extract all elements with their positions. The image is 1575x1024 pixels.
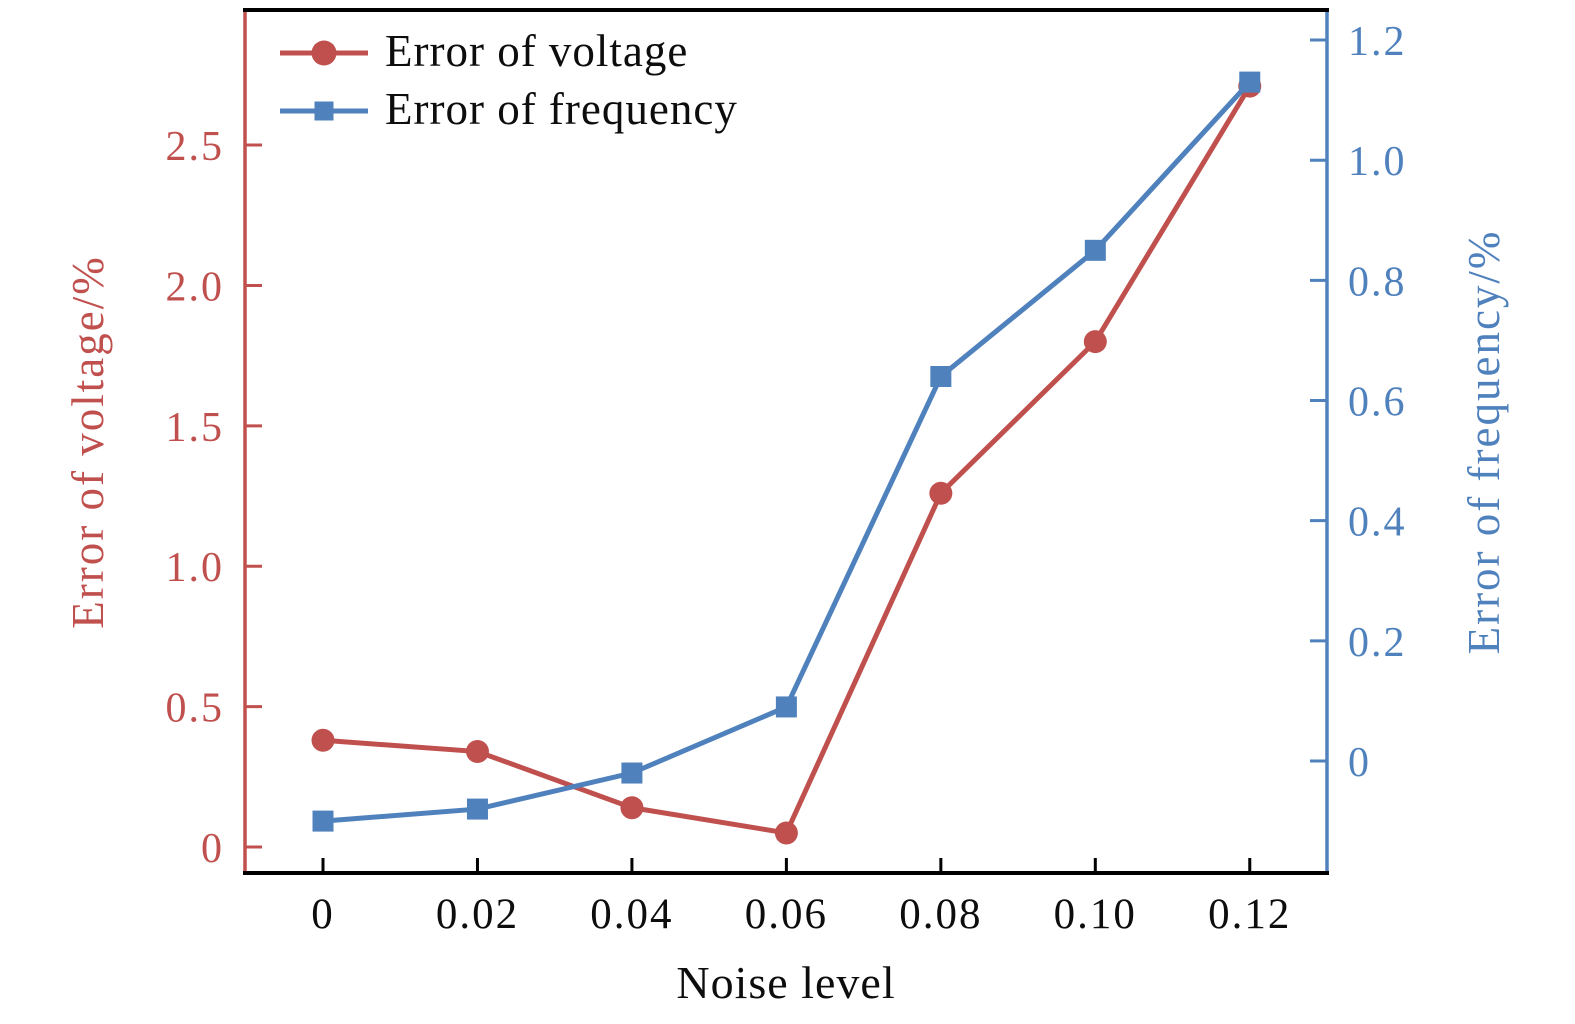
frequency-legend-square-icon [314, 101, 334, 121]
right-axis-tick-label: 0.6 [1348, 380, 1407, 426]
frequency-data-marker [930, 365, 952, 387]
left-axis-title: Error of voltage/% [63, 255, 113, 629]
right-axis-tick-label: 0.8 [1348, 259, 1407, 305]
legend: Error of voltage Error of frequency [278, 24, 738, 140]
right-axis-tick-label: 1.2 [1348, 19, 1407, 65]
x-axis-tick-label: 0.02 [436, 891, 519, 938]
frequency-data-marker [1084, 239, 1106, 261]
left-axis-tick-label: 1.5 [166, 405, 225, 451]
x-axis-tick-label: 0.10 [1054, 891, 1137, 938]
right-axis-title: Error of frequency/% [1459, 229, 1509, 655]
legend-label-voltage: Error of voltage [385, 25, 689, 76]
voltage-legend-circle-icon [311, 40, 337, 66]
x-axis-title: Noise level [676, 957, 896, 1008]
x-axis-tick-label: 0.12 [1208, 891, 1291, 938]
x-axis-tick-label: 0.04 [590, 891, 673, 938]
left-axis-tick-label: 2.5 [166, 124, 225, 170]
left-axis-tick-label: 1.0 [166, 545, 225, 591]
frequency-data-marker [312, 810, 334, 832]
right-axis-tick-label: 0.4 [1348, 500, 1407, 546]
x-axis-tick-label: 0 [311, 891, 335, 938]
voltage-data-marker [929, 481, 953, 505]
left-axis-tick-label: 0 [201, 826, 224, 872]
x-axis-tick-label: 0.08 [899, 891, 982, 938]
x-axis-tick-label: 0.06 [745, 891, 828, 938]
frequency-legend-marker-icon [280, 101, 368, 121]
right-axis-tick-label: 0.2 [1348, 620, 1407, 666]
voltage-data-marker [311, 728, 335, 752]
left-axis-tick-label: 2.0 [166, 264, 225, 310]
legend-item-frequency: Error of frequency [278, 82, 738, 140]
legend-label-frequency: Error of frequency [385, 83, 738, 134]
voltage-data-marker [465, 740, 489, 764]
right-axis-tick-label: 1.0 [1348, 139, 1407, 185]
voltage-series-line [322, 84, 1252, 836]
frequency-data-marker [621, 762, 643, 784]
voltage-legend-marker-icon [280, 40, 368, 66]
voltage-data-marker [1083, 330, 1107, 354]
legend-item-voltage: Error of voltage [278, 24, 738, 82]
frequency-data-marker [1239, 71, 1261, 93]
voltage-data-marker [774, 821, 798, 845]
right-axis-tick-label: 0 [1348, 740, 1371, 786]
frequency-data-marker [466, 798, 488, 820]
voltage-data-marker [620, 796, 644, 820]
left-axis-tick-label: 0.5 [166, 686, 225, 732]
frequency-data-marker [775, 696, 797, 718]
